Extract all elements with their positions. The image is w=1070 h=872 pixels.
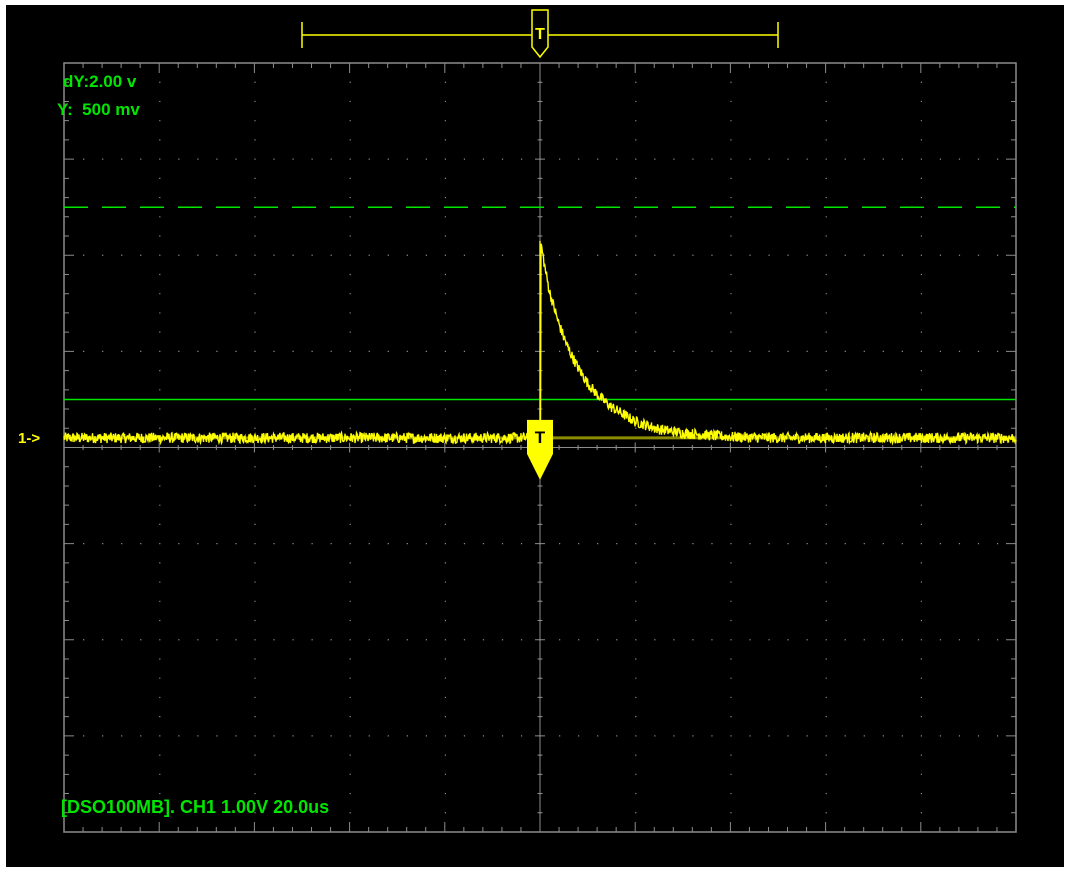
trigger-marker[interactable]: T: [527, 419, 553, 480]
status-line: [DSO100MB]. CH1 1.00V 20.0us: [61, 797, 329, 817]
y-readout: Y: 500 mv: [57, 100, 140, 119]
trigger-position-label: T: [535, 26, 545, 43]
graticule-ticks: [63, 62, 1017, 833]
oscilloscope-screen: T T dY:2.00 v Y: 500 mv 1-> [DSO100MB]. …: [6, 5, 1064, 867]
trigger-position-icon: [531, 9, 549, 59]
trigger-label: T: [535, 428, 546, 447]
dy-readout: dY:2.00 v: [63, 72, 137, 91]
trigger-pointer-icon: [527, 419, 553, 480]
trigger-window-bracket[interactable]: T: [301, 9, 779, 59]
graticule: [63, 62, 1017, 833]
channel-1-marker[interactable]: 1->: [18, 430, 40, 447]
trace-layer: [63, 240, 1017, 446]
